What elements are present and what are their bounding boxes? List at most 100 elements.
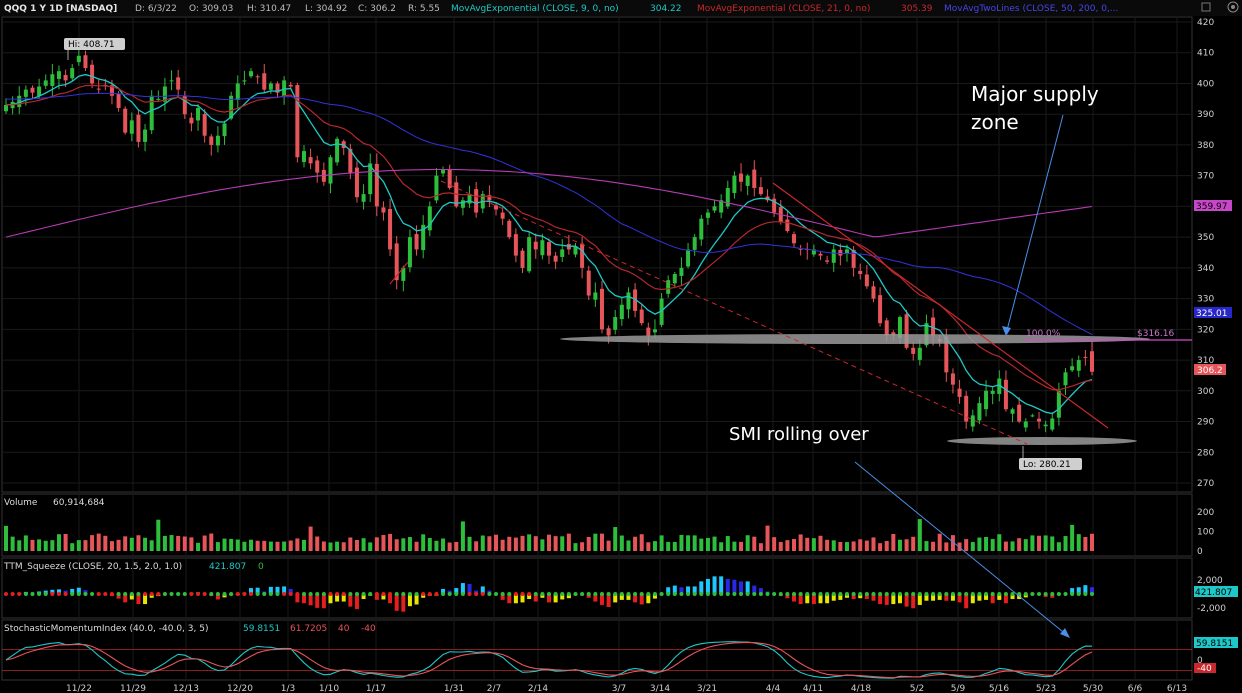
volume-bar (229, 538, 234, 551)
candle-body (858, 270, 863, 275)
squeeze-dot (467, 592, 472, 596)
squeeze-bar (957, 594, 962, 603)
settings-gear-icon[interactable] (1227, 1, 1239, 13)
volume-bar (633, 536, 638, 551)
ema21-line (5, 84, 1093, 391)
smi-last-tag-text: 59.8151 (1196, 639, 1233, 649)
squeeze-bar (136, 594, 141, 605)
squeeze-bar (70, 588, 75, 594)
header-low: L: 304.92 (305, 4, 347, 14)
volume-bar (593, 533, 598, 551)
header-close: C: 306.2 (358, 4, 396, 14)
smi-title[interactable]: StochasticMomentumIndex (40.0, -40.0, 3,… (4, 624, 208, 634)
volume-bar (83, 540, 88, 551)
study-ema21-value: 305.39 (901, 4, 933, 14)
squeeze-bar (500, 594, 505, 600)
volume-bar (679, 534, 684, 551)
squeeze-bar (924, 594, 929, 601)
squeeze-dot (143, 592, 148, 596)
candle-body (348, 148, 353, 173)
squeeze-dot (189, 592, 194, 596)
squeeze-bar (752, 585, 757, 594)
study-ema21-label[interactable]: MovAvgExponential (CLOSE, 21, 0, no) (697, 4, 870, 14)
squeeze-dot (348, 592, 353, 596)
volume-bar (109, 541, 114, 551)
squeeze-bar (599, 594, 604, 605)
volume-bar (798, 534, 803, 551)
squeeze-bar (858, 594, 863, 599)
ma50-price-tag (1194, 307, 1232, 318)
candle-body (712, 206, 717, 211)
candle-body (229, 95, 234, 119)
squeeze-dot (109, 592, 114, 596)
candle-body (50, 74, 55, 86)
squeeze-bar (401, 594, 406, 612)
study-ema9-label[interactable]: MovAvgExponential (CLOSE, 9, 0, no) (451, 4, 619, 14)
smi-arrow-head (1060, 628, 1070, 638)
hi-label: Hi: 408.71 (68, 40, 115, 50)
candle-body (904, 314, 909, 348)
smi-layer (2, 641, 1192, 679)
volume-bar (990, 539, 995, 551)
volume-bar (249, 539, 254, 551)
squeeze-bar (878, 594, 883, 605)
squeeze-dot (772, 592, 777, 596)
candle-body (1010, 409, 1015, 414)
squeeze-bar (129, 594, 134, 600)
squeeze-dot (931, 592, 936, 596)
volume-bar (765, 525, 770, 551)
smi-arrow (854, 461, 1069, 637)
smi-ob-tag-text: -40 (1197, 664, 1212, 674)
y-tick-label: 380 (1197, 141, 1214, 151)
candle-body (652, 329, 657, 333)
volume-bar (447, 542, 452, 551)
volume-bar (904, 539, 909, 551)
squeeze-dot (765, 592, 770, 596)
volume-bar (156, 519, 161, 551)
volume-bar (1090, 533, 1094, 551)
squeeze-dot (858, 592, 863, 596)
volume-title[interactable]: Volume (4, 498, 38, 508)
squeeze-dot (911, 592, 916, 596)
volume-bar (335, 541, 340, 551)
candle-body (792, 234, 797, 244)
smi-value-4: -40 (361, 624, 376, 634)
squeeze-dot (752, 592, 757, 596)
candle-body (414, 234, 419, 250)
volume-bar (659, 535, 664, 551)
header-symbol[interactable]: QQQ 1 Y 1D [NASDAQ] (4, 4, 117, 14)
squeeze-dot (1010, 592, 1015, 596)
pin-icon[interactable] (1201, 2, 1211, 12)
squeeze-dot (249, 592, 254, 596)
candle-body (633, 289, 638, 311)
squeeze-title[interactable]: TTM_Squeeze (CLOSE, 20, 1.5, 2.0, 1.0) (3, 562, 182, 572)
squeeze-bar (414, 594, 419, 605)
squeeze-dot (275, 592, 280, 596)
squeeze-dot (957, 592, 962, 596)
squeeze-dot (321, 592, 326, 596)
squeeze-dot (792, 592, 797, 596)
squeeze-dot (904, 592, 909, 596)
volume-bar (699, 538, 704, 551)
candle-body (798, 248, 803, 250)
volume-bar (613, 527, 618, 551)
fib-label: 100.0% (1026, 329, 1061, 339)
volume-bar (897, 539, 902, 551)
volume-bar (242, 541, 247, 551)
squeeze-dot (335, 592, 340, 596)
volume-bar (354, 540, 359, 551)
squeeze-bar (507, 594, 512, 604)
candle-body (374, 163, 379, 207)
squeeze-bar (891, 594, 896, 605)
candle-body (646, 327, 651, 336)
squeeze-bar (917, 594, 922, 605)
squeeze-bar (984, 594, 989, 600)
squeeze-bar (758, 588, 763, 594)
header-range: R: 5.55 (408, 4, 440, 14)
candle-body (897, 317, 902, 339)
squeeze-bar (215, 594, 220, 600)
sma50-line (5, 92, 1093, 336)
candle-body (182, 95, 187, 115)
study-ma2-label[interactable]: MovAvgTwoLines (CLOSE, 50, 200, 0,... (944, 4, 1118, 14)
